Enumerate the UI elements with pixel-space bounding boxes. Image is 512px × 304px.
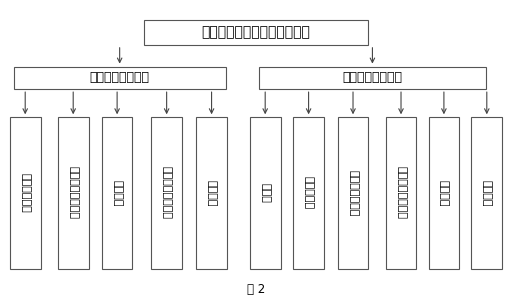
Text: 联接关系属性矩阵: 联接关系属性矩阵 xyxy=(396,166,406,219)
Text: 零件几何信息: 零件几何信息 xyxy=(20,173,30,213)
Text: 知识规划: 知识规划 xyxy=(439,180,449,206)
Bar xyxy=(58,117,89,268)
Bar xyxy=(250,117,281,268)
Text: 其他方法: 其他方法 xyxy=(482,180,492,206)
Bar xyxy=(10,117,40,268)
Text: 高层装配模型信息: 高层装配模型信息 xyxy=(343,71,402,85)
Bar xyxy=(144,20,368,45)
Text: 联接关系图: 联接关系图 xyxy=(304,176,313,209)
Bar xyxy=(152,117,182,268)
Text: 低层装配模型信息: 低层装配模型信息 xyxy=(90,71,150,85)
Text: 装配层次关系树: 装配层次关系树 xyxy=(348,170,358,216)
Bar xyxy=(293,117,324,268)
Text: 属性表: 属性表 xyxy=(260,183,270,203)
Bar xyxy=(14,67,226,89)
Bar xyxy=(472,117,502,268)
Bar xyxy=(386,117,416,268)
Text: 其他信息: 其他信息 xyxy=(206,180,217,206)
Bar xyxy=(429,117,459,268)
Bar xyxy=(338,117,368,268)
Text: 虚实配合关系信息: 虚实配合关系信息 xyxy=(68,166,78,219)
Text: 定位信息: 定位信息 xyxy=(112,180,122,206)
Text: 图 2: 图 2 xyxy=(247,283,265,296)
Text: 装配体装配树结构: 装配体装配树结构 xyxy=(162,166,172,219)
Bar xyxy=(259,67,486,89)
Text: 面向装配规划的层次装配模型: 面向装配规划的层次装配模型 xyxy=(202,26,310,40)
Bar xyxy=(102,117,133,268)
Bar xyxy=(196,117,227,268)
